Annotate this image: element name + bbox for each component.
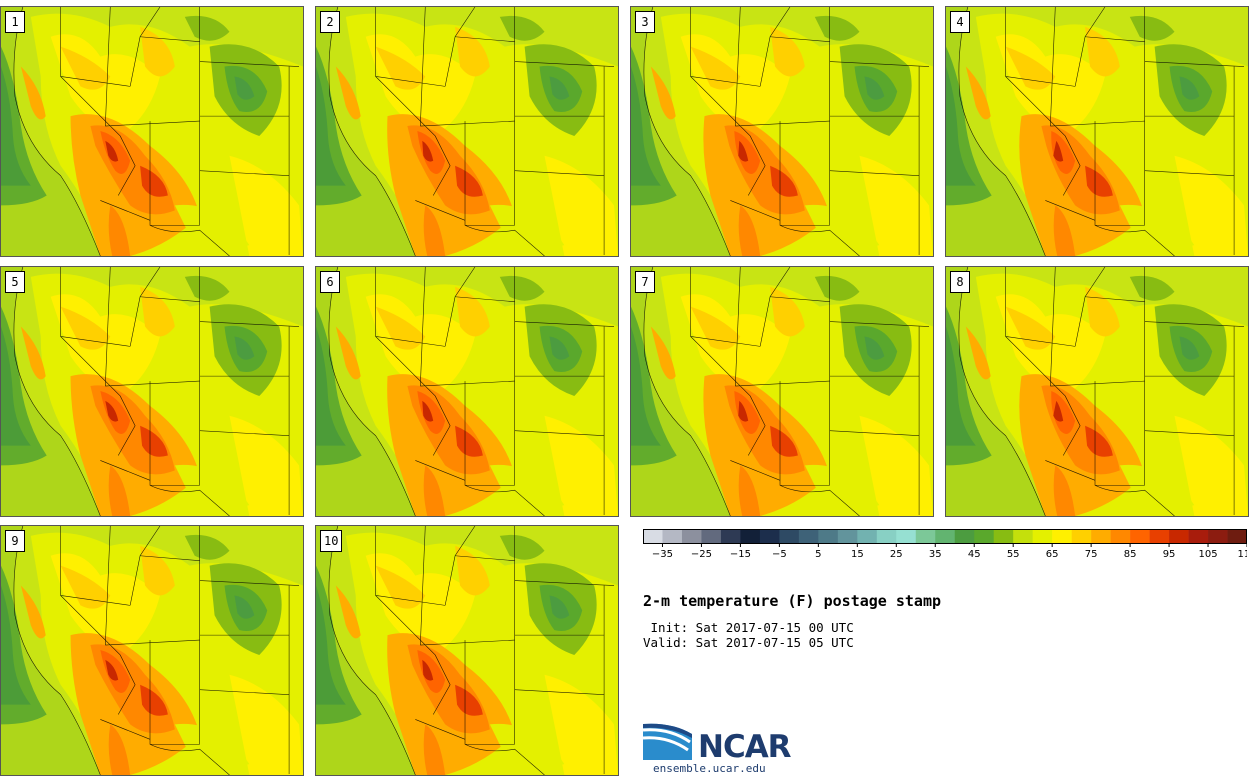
colorbar-bin: [1188, 529, 1209, 544]
colorbar-bin: [643, 529, 663, 544]
colorbar-bin: [681, 529, 702, 544]
temperature-map: [1, 267, 303, 516]
member-panel-2: 2: [315, 6, 619, 257]
colorbar-tick-label: 115: [1237, 549, 1247, 560]
colorbar-tick-label: 65: [1046, 549, 1059, 560]
colorbar-bin: [701, 529, 722, 544]
member-panel-10: 10: [315, 525, 619, 776]
colorbar-bin: [1052, 529, 1072, 544]
member-label: 4: [950, 11, 970, 33]
colorbar-bin: [1071, 529, 1092, 544]
member-label: 8: [950, 271, 970, 293]
colorbar-bin: [993, 529, 1014, 544]
colorbar-bin: [954, 529, 975, 544]
colorbar-tick-label: 35: [929, 549, 942, 560]
temperature-map: [316, 7, 618, 256]
colorbar-bin: [1013, 529, 1033, 544]
colorbar-tick-label: −15: [730, 549, 751, 560]
temperature-map: [1, 7, 303, 256]
member-label: 1: [5, 11, 25, 33]
valid-time: Valid: Sat 2017-07-15 05 UTC: [643, 635, 854, 650]
member-label: 5: [5, 271, 25, 293]
member-panel-3: 3: [630, 6, 934, 257]
colorbar-tick-label: −5: [772, 549, 787, 560]
colorbar-bin: [1091, 529, 1111, 544]
colorbar-tick-label: 105: [1198, 549, 1217, 560]
logo-url: ensemble.ucar.edu: [653, 762, 766, 775]
colorbar-bin: [759, 529, 780, 544]
colorbar-tick-label: 85: [1124, 549, 1137, 560]
colorbar-tick-label: 75: [1085, 549, 1098, 560]
colorbar-bin: [1208, 529, 1228, 544]
colorbar-bin: [1110, 529, 1131, 544]
member-panel-5: 5: [0, 266, 304, 517]
temperature-map: [631, 7, 933, 256]
colorbar-bin: [1032, 529, 1053, 544]
colorbar-bin: [720, 529, 741, 544]
member-panel-7: 7: [630, 266, 934, 517]
colorbar-bin: [837, 529, 858, 544]
member-label: 9: [5, 530, 25, 552]
colorbar-bin: [1149, 529, 1170, 544]
colorbar-bin: [857, 529, 878, 544]
colorbar-tick-label: 15: [851, 549, 864, 560]
colorbar-bin: [896, 529, 917, 544]
colorbar-bin: [974, 529, 995, 544]
member-panel-1: 1: [0, 6, 304, 257]
member-label: 3: [635, 11, 655, 33]
colorbar-tick-label: −35: [652, 549, 673, 560]
member-panel-9: 9: [0, 525, 304, 776]
member-panel-4: 4: [945, 6, 1249, 257]
colorbar-bin: [1169, 529, 1189, 544]
temperature-map: [316, 267, 618, 516]
member-panel-8: 8: [945, 266, 1249, 517]
temperature-map: [946, 267, 1248, 516]
colorbar-bin: [740, 529, 761, 544]
colorbar-bin: [935, 529, 956, 544]
ncar-logo-icon: [642, 723, 692, 760]
colorbar-bin: [798, 529, 819, 544]
colorbar-bin: [1227, 529, 1247, 544]
colorbar-tick-label: 55: [1007, 549, 1020, 560]
member-label: 2: [320, 11, 340, 33]
colorbar-tick-label: 95: [1163, 549, 1176, 560]
colorbar-tick-label: −25: [691, 549, 712, 560]
colorbar-bin: [662, 529, 683, 544]
temperature-colorbar: −35 −25 −15 −5 5 15 25 35 45 55 65 75 85 95 105 115: [643, 529, 1247, 560]
temperature-map: [316, 526, 618, 775]
colorbar-bin: [915, 529, 936, 544]
colorbar-tick-label: 5: [815, 549, 821, 560]
colorbar-bin: [1130, 529, 1150, 544]
logo-wordmark: NCAR: [698, 729, 792, 765]
init-time: Init: Sat 2017-07-15 00 UTC: [643, 620, 854, 635]
temperature-map: [1, 526, 303, 775]
member-label: 6: [320, 271, 340, 293]
member-panel-6: 6: [315, 266, 619, 517]
member-label: 7: [635, 271, 655, 293]
member-label: 10: [320, 530, 343, 552]
temperature-map: [946, 7, 1248, 256]
colorbar-bin: [876, 529, 897, 544]
colorbar-tick-label: 45: [968, 549, 981, 560]
temperature-map: [631, 267, 933, 516]
colorbar-tick-label: 25: [890, 549, 903, 560]
plot-title: 2-m temperature (F) postage stamp: [643, 592, 942, 610]
colorbar-bin: [779, 529, 800, 544]
colorbar-bin: [818, 529, 839, 544]
